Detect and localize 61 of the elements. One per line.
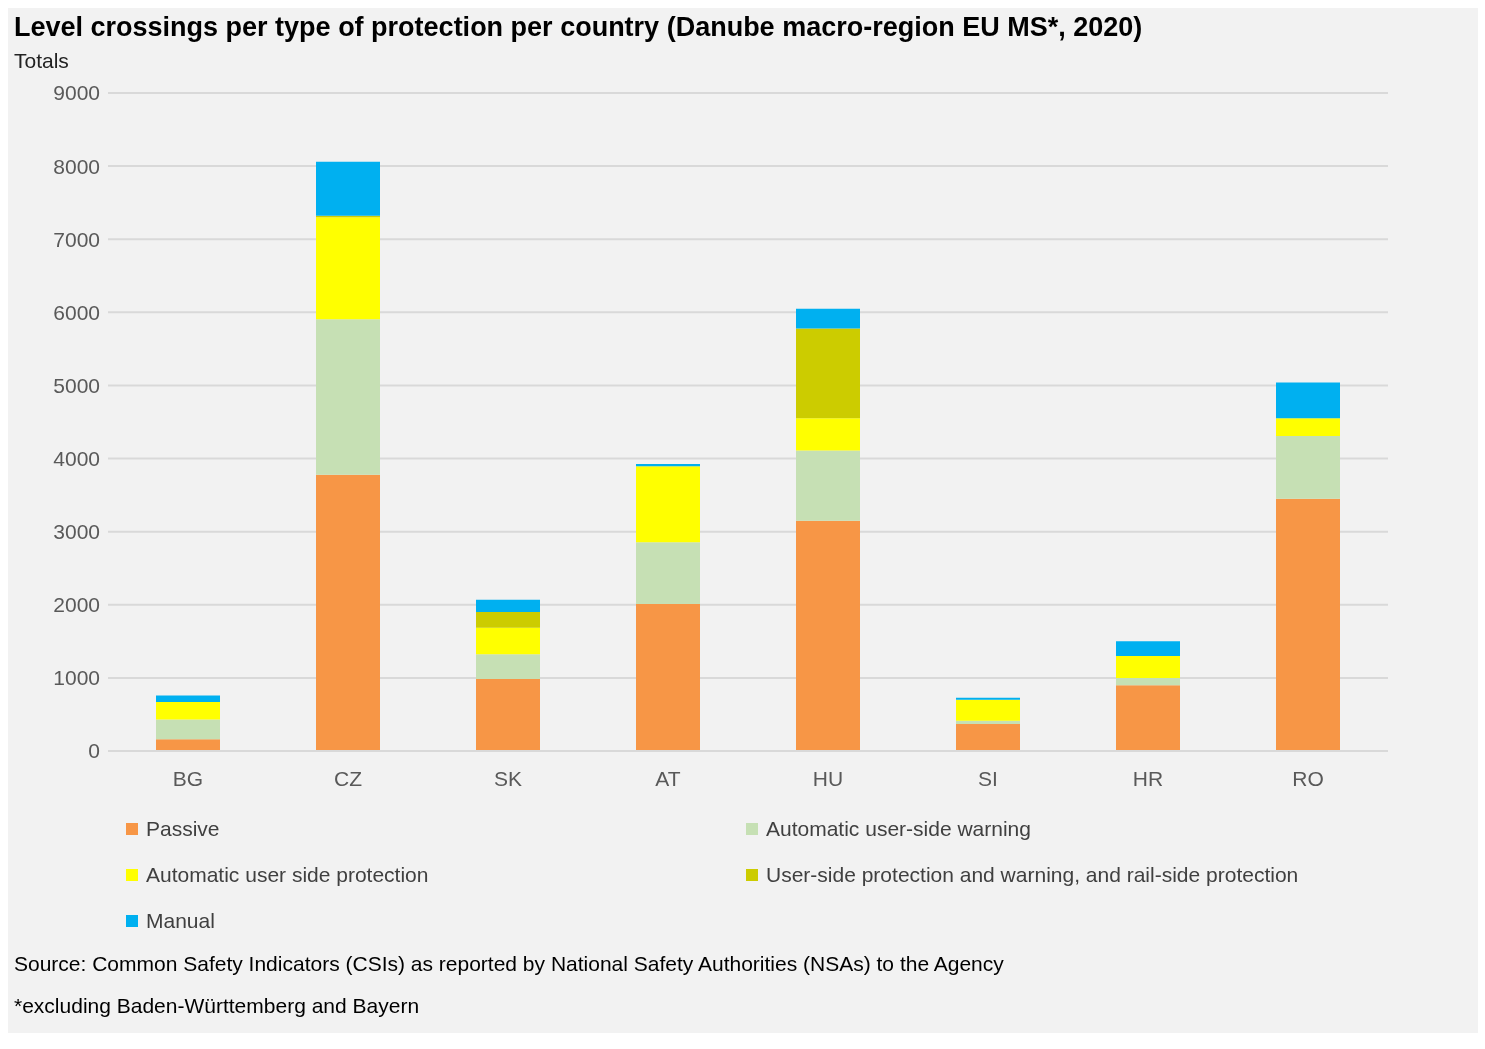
bar bbox=[796, 418, 860, 451]
source-note: Source: Common Safety Indicators (CSIs) as reported by National Safety Authorities (NSAs) to the Agency bbox=[14, 951, 1005, 977]
legend-label: Automatic user-side warning bbox=[766, 817, 1031, 841]
x-tick-label: BG bbox=[172, 766, 204, 790]
y-tick-label: 4000 bbox=[53, 447, 100, 471]
bar bbox=[1116, 685, 1180, 751]
y-tick-label: 3000 bbox=[53, 520, 100, 544]
legend-label: Manual bbox=[146, 909, 215, 933]
bar bbox=[796, 450, 860, 521]
legend-label: Automatic user side protection bbox=[146, 863, 429, 887]
bar bbox=[636, 464, 700, 467]
y-tick-label: 6000 bbox=[53, 300, 100, 324]
bar bbox=[316, 161, 380, 216]
bar bbox=[796, 308, 860, 329]
y-axis-title: Totals bbox=[13, 48, 70, 73]
bar bbox=[796, 328, 860, 419]
x-tick-label: SK bbox=[493, 766, 523, 790]
x-tick-label: AT bbox=[655, 766, 681, 790]
y-tick-label: 2000 bbox=[53, 593, 100, 617]
bar bbox=[1276, 498, 1340, 751]
y-tick-label: 5000 bbox=[53, 373, 100, 397]
bar bbox=[316, 217, 380, 320]
bar bbox=[316, 474, 380, 751]
y-tick-label: 7000 bbox=[53, 227, 100, 251]
bar bbox=[1276, 418, 1340, 436]
bar bbox=[956, 699, 1020, 721]
bar bbox=[1276, 435, 1340, 499]
bar bbox=[636, 604, 700, 751]
bar bbox=[476, 599, 540, 613]
bar bbox=[1116, 655, 1180, 678]
x-tick-label: CZ bbox=[334, 766, 363, 790]
x-tick-label: SI bbox=[978, 766, 998, 790]
bar bbox=[316, 319, 380, 475]
bar bbox=[956, 723, 1020, 751]
bar bbox=[156, 695, 220, 703]
bar bbox=[956, 720, 1020, 724]
bar bbox=[1116, 677, 1180, 686]
bar bbox=[476, 627, 540, 655]
x-tick-label: HR bbox=[1132, 766, 1164, 790]
legend-label: User-side protection and warning, and rail-side protection bbox=[766, 863, 1299, 887]
bar bbox=[156, 719, 220, 740]
bar bbox=[636, 466, 700, 543]
bar bbox=[476, 678, 540, 751]
chart-title: Level crossings per type of protection per country (Danube macro-region EU MS*, 2020) bbox=[13, 11, 1144, 43]
bar bbox=[636, 542, 700, 605]
legend-label: Passive bbox=[146, 817, 220, 841]
bar bbox=[796, 520, 860, 751]
y-tick-label: 0 bbox=[88, 739, 100, 763]
x-tick-label: HU bbox=[812, 766, 844, 790]
y-tick-label: 9000 bbox=[53, 81, 100, 105]
x-tick-label: RO bbox=[1292, 766, 1324, 790]
y-tick-label: 8000 bbox=[53, 154, 100, 178]
bar bbox=[156, 702, 220, 720]
bar bbox=[476, 612, 540, 628]
bar bbox=[1276, 382, 1340, 419]
bar bbox=[476, 654, 540, 679]
text: *excluding Baden-Württemberg and Bayern bbox=[14, 993, 421, 1019]
bar bbox=[1116, 641, 1180, 656]
bar bbox=[156, 739, 220, 751]
y-tick-label: 1000 bbox=[53, 666, 100, 690]
bar bbox=[956, 697, 1020, 700]
